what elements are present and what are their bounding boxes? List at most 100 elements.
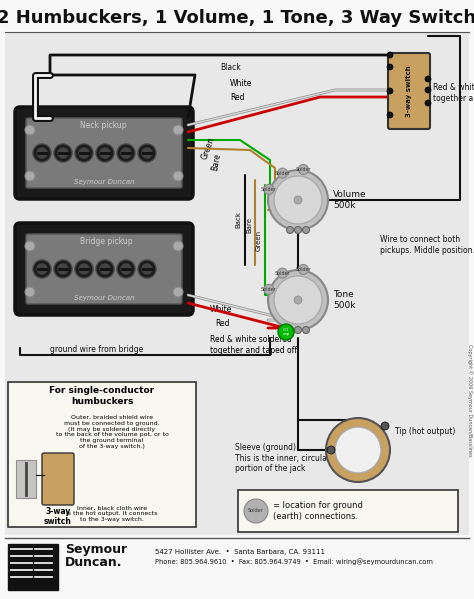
Text: Phone: 805.964.9610  •  Fax: 805.964.9749  •  Email: wiring@seymourduncan.com: Phone: 805.964.9610 • Fax: 805.964.9749 … (155, 559, 433, 565)
Text: Tone
500k: Tone 500k (333, 291, 356, 310)
Text: Tip (hot output): Tip (hot output) (395, 428, 456, 437)
Text: Inner, black cloth wire
is the hot output. It connects
to the 3-way switch.: Inner, black cloth wire is the hot outpu… (66, 506, 158, 522)
Text: Solder: Solder (274, 271, 291, 276)
Text: Green: Green (256, 229, 262, 250)
Circle shape (173, 125, 183, 135)
Circle shape (326, 418, 390, 482)
Text: Green: Green (200, 135, 216, 161)
Circle shape (286, 226, 293, 234)
Text: Seymour Duncan: Seymour Duncan (73, 295, 134, 301)
Circle shape (387, 112, 393, 118)
Circle shape (327, 446, 335, 454)
Text: .01
cap: .01 cap (283, 328, 290, 336)
Text: Red & white soldered
together and taped off: Red & white soldered together and taped … (210, 335, 297, 355)
Circle shape (33, 260, 51, 278)
Circle shape (294, 326, 301, 334)
FancyBboxPatch shape (26, 234, 182, 304)
Circle shape (277, 268, 288, 278)
Circle shape (141, 263, 153, 275)
Text: Solder: Solder (261, 287, 277, 292)
Circle shape (120, 147, 132, 159)
Bar (33, 544, 53, 590)
Circle shape (75, 144, 93, 162)
Circle shape (268, 270, 328, 330)
Text: Bare: Bare (246, 217, 252, 233)
Text: Red: Red (215, 319, 229, 328)
Text: Seymour Duncan: Seymour Duncan (73, 179, 134, 185)
Text: Bare: Bare (210, 153, 222, 171)
Circle shape (36, 147, 48, 159)
Text: 3-way
switch: 3-way switch (44, 507, 72, 527)
Text: Solder: Solder (274, 171, 291, 176)
Text: White: White (230, 80, 252, 89)
Circle shape (78, 147, 90, 159)
Text: Red: Red (230, 92, 245, 101)
Circle shape (302, 226, 310, 234)
Circle shape (264, 285, 274, 294)
Circle shape (335, 427, 381, 473)
Circle shape (299, 165, 309, 174)
Text: For single-conductor
humbuckers: For single-conductor humbuckers (49, 386, 155, 406)
Circle shape (425, 100, 431, 106)
Text: Solder: Solder (295, 267, 311, 272)
Text: Solder: Solder (261, 187, 277, 192)
Circle shape (120, 263, 132, 275)
Circle shape (25, 287, 35, 297)
Circle shape (138, 144, 156, 162)
FancyBboxPatch shape (42, 453, 74, 505)
Bar (8, 382, 196, 527)
Text: Bridge pickup: Bridge pickup (80, 237, 133, 247)
Circle shape (25, 125, 35, 135)
Text: = location for ground
(earth) connections.: = location for ground (earth) connection… (273, 501, 363, 521)
Circle shape (299, 265, 309, 274)
Bar (16, 460, 36, 498)
Text: Copyright © 2006 Seymour Duncan/Basslines: Copyright © 2006 Seymour Duncan/Bassline… (467, 344, 473, 456)
Circle shape (96, 260, 114, 278)
Text: Back: Back (235, 211, 241, 228)
Circle shape (54, 144, 72, 162)
Circle shape (57, 147, 69, 159)
Circle shape (268, 170, 328, 230)
Circle shape (381, 422, 389, 430)
Circle shape (25, 241, 35, 251)
Circle shape (117, 144, 135, 162)
Circle shape (99, 263, 111, 275)
Circle shape (78, 263, 90, 275)
Circle shape (274, 176, 322, 224)
FancyBboxPatch shape (15, 107, 193, 199)
Text: Black: Black (220, 63, 241, 72)
Circle shape (25, 171, 35, 181)
Circle shape (173, 287, 183, 297)
Text: Neck pickup: Neck pickup (80, 122, 127, 131)
Circle shape (54, 260, 72, 278)
Circle shape (294, 196, 302, 204)
Circle shape (99, 147, 111, 159)
Text: Outer, braided shield wire
must be connected to ground.
(It may be soldered dire: Outer, braided shield wire must be conne… (55, 415, 168, 449)
FancyBboxPatch shape (26, 118, 182, 188)
Circle shape (387, 52, 393, 58)
Circle shape (75, 260, 93, 278)
Circle shape (173, 241, 183, 251)
Circle shape (173, 171, 183, 181)
Circle shape (277, 168, 288, 178)
Bar (8, 544, 58, 590)
FancyBboxPatch shape (15, 223, 193, 315)
Circle shape (117, 260, 135, 278)
Circle shape (278, 324, 294, 340)
Circle shape (141, 147, 153, 159)
Circle shape (302, 326, 310, 334)
Circle shape (36, 263, 48, 275)
Text: 2 Humbuckers, 1 Volume, 1 Tone, 3 Way Switch: 2 Humbuckers, 1 Volume, 1 Tone, 3 Way Sw… (0, 9, 474, 27)
Bar (5, 33, 469, 535)
Text: Wire to connect both
pickups. Middle position.: Wire to connect both pickups. Middle pos… (380, 235, 474, 255)
Circle shape (286, 326, 293, 334)
Text: 3-way switch: 3-way switch (406, 65, 412, 117)
Text: Seymour: Seymour (65, 543, 127, 556)
Text: Volume
500k: Volume 500k (333, 190, 366, 210)
Circle shape (96, 144, 114, 162)
Circle shape (57, 263, 69, 275)
Circle shape (264, 184, 274, 195)
Text: ground wire from bridge: ground wire from bridge (50, 346, 143, 355)
Text: Duncan.: Duncan. (65, 555, 122, 568)
Circle shape (425, 87, 431, 93)
